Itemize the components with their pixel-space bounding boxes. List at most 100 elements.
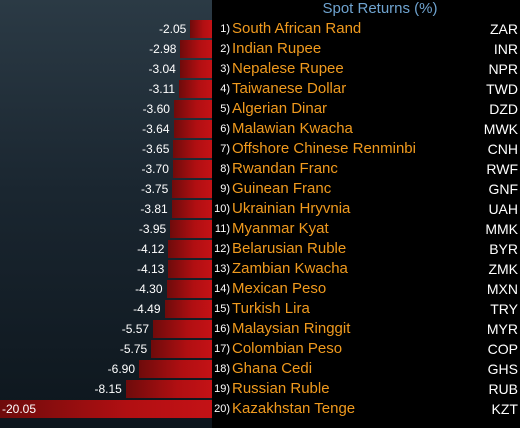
category-label: Colombian Peso	[232, 340, 343, 357]
bar-uah	[171, 200, 212, 218]
value-label: -4.30	[135, 282, 163, 296]
bar-ghs	[139, 360, 212, 378]
currency-code: MWK	[483, 121, 518, 137]
currency-code: NPR	[488, 61, 518, 77]
currency-code: MMK	[485, 221, 518, 237]
rank-label: 1)	[220, 23, 230, 35]
category-label: Malawian Kwacha	[232, 120, 353, 137]
category-label: Rwandan Franc	[232, 160, 338, 177]
value-label: -3.64	[142, 122, 170, 136]
currency-code: TRY	[490, 301, 518, 317]
rank-label: 5)	[220, 103, 230, 115]
currency-code: GHS	[487, 361, 518, 377]
rank-label: 9)	[220, 183, 230, 195]
value-label: -5.57	[121, 322, 150, 336]
rank-label: 20)	[214, 403, 230, 415]
currency-code: MYR	[486, 321, 518, 337]
value-label: -3.95	[138, 222, 167, 236]
category-label: Belarusian Ruble	[232, 240, 347, 257]
bar-mxn	[166, 280, 212, 298]
currency-code: GNF	[488, 181, 518, 197]
bar-zar	[190, 20, 212, 38]
bar-try	[164, 300, 212, 318]
bar-mwk	[173, 120, 212, 138]
value-label: -4.12	[137, 242, 165, 256]
value-label: -2.98	[149, 42, 177, 56]
bar-mmk	[170, 220, 212, 238]
bar-myr	[153, 320, 212, 338]
category-label: Ukrainian Hryvnia	[232, 200, 351, 217]
rank-label: 19)	[214, 383, 230, 395]
value-label: -20.05	[2, 402, 37, 416]
currency-code: MXN	[486, 281, 518, 297]
value-label: -3.70	[141, 162, 169, 176]
category-label: Mexican Peso	[232, 280, 327, 297]
rank-label: 8)	[220, 163, 230, 175]
rank-label: 4)	[220, 83, 230, 95]
bar-dzd	[173, 100, 212, 118]
rank-label: 7)	[220, 143, 230, 155]
value-label: -5.75	[119, 342, 148, 356]
bar-cnh	[173, 140, 212, 158]
bar-twd	[179, 80, 212, 98]
value-label: -4.13	[136, 262, 165, 276]
rank-label: 16)	[214, 323, 230, 335]
category-label: Offshore Chinese Renminbi	[232, 140, 416, 157]
bar-npr	[179, 60, 212, 78]
category-label: Russian Ruble	[232, 380, 330, 397]
bar-cop	[151, 340, 212, 358]
currency-code: TWD	[486, 81, 518, 97]
category-label: South African Rand	[232, 20, 362, 37]
currency-code: COP	[487, 341, 518, 357]
rank-label: 17)	[214, 343, 230, 355]
category-label: Guinean Franc	[232, 180, 332, 197]
category-label: Zambian Kwacha	[232, 260, 348, 277]
bar-zmk	[168, 260, 212, 278]
value-label: -3.81	[140, 202, 168, 216]
value-label: -6.90	[107, 362, 136, 376]
currency-code: RWF	[486, 161, 518, 177]
category-label: Turkish Lira	[232, 300, 310, 317]
category-label: Algerian Dinar	[232, 100, 328, 117]
category-label: Indian Rupee	[232, 40, 322, 57]
category-label: Nepalese Rupee	[232, 60, 344, 77]
bar-inr	[180, 40, 212, 58]
currency-code: KZT	[491, 401, 518, 417]
category-label: Ghana Cedi	[232, 360, 313, 377]
category-label: Malaysian Ringgit	[232, 320, 351, 337]
chart-title: Spot Returns (%)	[322, 0, 438, 17]
bar-byr	[168, 240, 212, 258]
rank-label: 2)	[220, 43, 230, 55]
currency-code: INR	[493, 41, 518, 57]
value-label: -3.65	[142, 142, 170, 156]
rank-label: 10)	[214, 203, 230, 215]
bar-rub	[125, 380, 212, 398]
value-label: -3.11	[148, 82, 176, 96]
value-label: -4.49	[133, 302, 161, 316]
bar-rwf	[172, 160, 212, 178]
bar-gnf	[172, 180, 212, 198]
currency-code: UAH	[488, 201, 518, 217]
value-label: -3.75	[140, 182, 169, 196]
category-label: Taiwanese Dollar	[232, 80, 347, 97]
category-label: Myanmar Kyat	[232, 220, 329, 237]
currency-code: BYR	[489, 241, 518, 257]
rank-label: 18)	[214, 363, 230, 375]
value-label: -8.15	[94, 382, 122, 396]
bar-kzt	[0, 400, 212, 418]
currency-code: ZAR	[490, 21, 518, 37]
rank-label: 12)	[214, 243, 230, 255]
value-label: -3.60	[142, 102, 170, 116]
currency-code: CNH	[487, 141, 518, 157]
currency-code: ZMK	[488, 261, 518, 277]
rank-label: 14)	[214, 283, 230, 295]
value-label: -2.05	[158, 22, 187, 36]
value-label: -3.04	[148, 62, 176, 76]
currency-code: DZD	[489, 101, 518, 117]
rank-label: 11)	[214, 223, 230, 235]
category-label: Kazakhstan Tenge	[232, 400, 356, 417]
rank-label: 6)	[220, 123, 230, 135]
rank-label: 13)	[214, 263, 230, 275]
rank-label: 3)	[220, 63, 230, 75]
